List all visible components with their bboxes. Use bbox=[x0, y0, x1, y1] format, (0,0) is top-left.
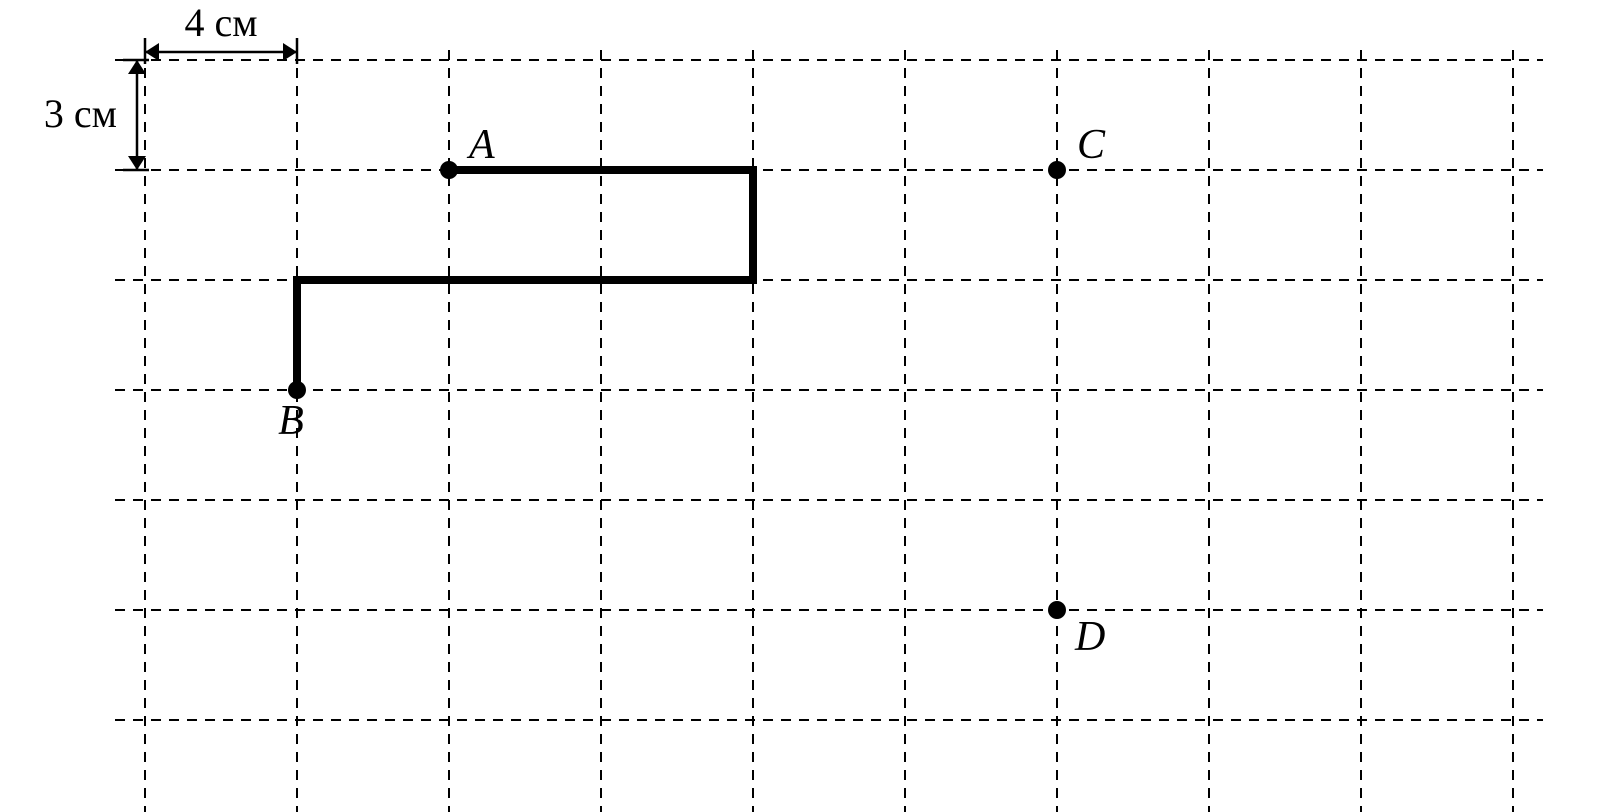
dim-arrow bbox=[128, 156, 146, 170]
point-label-B: B bbox=[278, 398, 304, 444]
dim-arrow bbox=[128, 60, 146, 74]
diagram-canvas: 4 см 3 см A B C D bbox=[0, 0, 1618, 812]
dim-h-label: 4 см bbox=[184, 0, 257, 45]
dimension-vertical: 3 см bbox=[44, 60, 149, 170]
dim-v-label: 3 см bbox=[44, 91, 117, 136]
point-label-C: C bbox=[1077, 122, 1106, 168]
point-D bbox=[1048, 601, 1066, 619]
point-C bbox=[1048, 161, 1066, 179]
grid bbox=[115, 50, 1543, 812]
dim-arrow bbox=[283, 43, 297, 61]
point-label-A: A bbox=[466, 122, 495, 168]
point-B bbox=[288, 381, 306, 399]
point-A bbox=[440, 161, 458, 179]
point-label-D: D bbox=[1074, 614, 1105, 660]
dim-arrow bbox=[145, 43, 159, 61]
broken-line-path bbox=[297, 170, 753, 390]
dimension-horizontal: 4 см bbox=[145, 0, 297, 64]
